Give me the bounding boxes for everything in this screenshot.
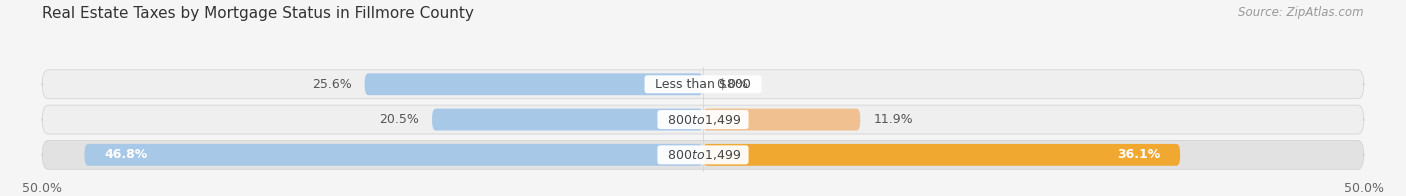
Text: 11.9%: 11.9%	[873, 113, 912, 126]
Text: 20.5%: 20.5%	[380, 113, 419, 126]
Text: 25.6%: 25.6%	[312, 78, 352, 91]
Text: Less than $800: Less than $800	[647, 78, 759, 91]
FancyBboxPatch shape	[84, 144, 703, 166]
FancyBboxPatch shape	[703, 109, 860, 131]
Text: 0.0%: 0.0%	[716, 78, 748, 91]
FancyBboxPatch shape	[42, 70, 1364, 99]
Text: $800 to $1,499: $800 to $1,499	[659, 113, 747, 127]
Text: 46.8%: 46.8%	[104, 148, 148, 161]
FancyBboxPatch shape	[703, 144, 1180, 166]
Text: $800 to $1,499: $800 to $1,499	[659, 148, 747, 162]
FancyBboxPatch shape	[42, 140, 1364, 169]
Text: Source: ZipAtlas.com: Source: ZipAtlas.com	[1239, 6, 1364, 19]
FancyBboxPatch shape	[432, 109, 703, 131]
FancyBboxPatch shape	[42, 105, 1364, 134]
Text: Real Estate Taxes by Mortgage Status in Fillmore County: Real Estate Taxes by Mortgage Status in …	[42, 6, 474, 21]
Text: 36.1%: 36.1%	[1116, 148, 1160, 161]
FancyBboxPatch shape	[364, 73, 703, 95]
